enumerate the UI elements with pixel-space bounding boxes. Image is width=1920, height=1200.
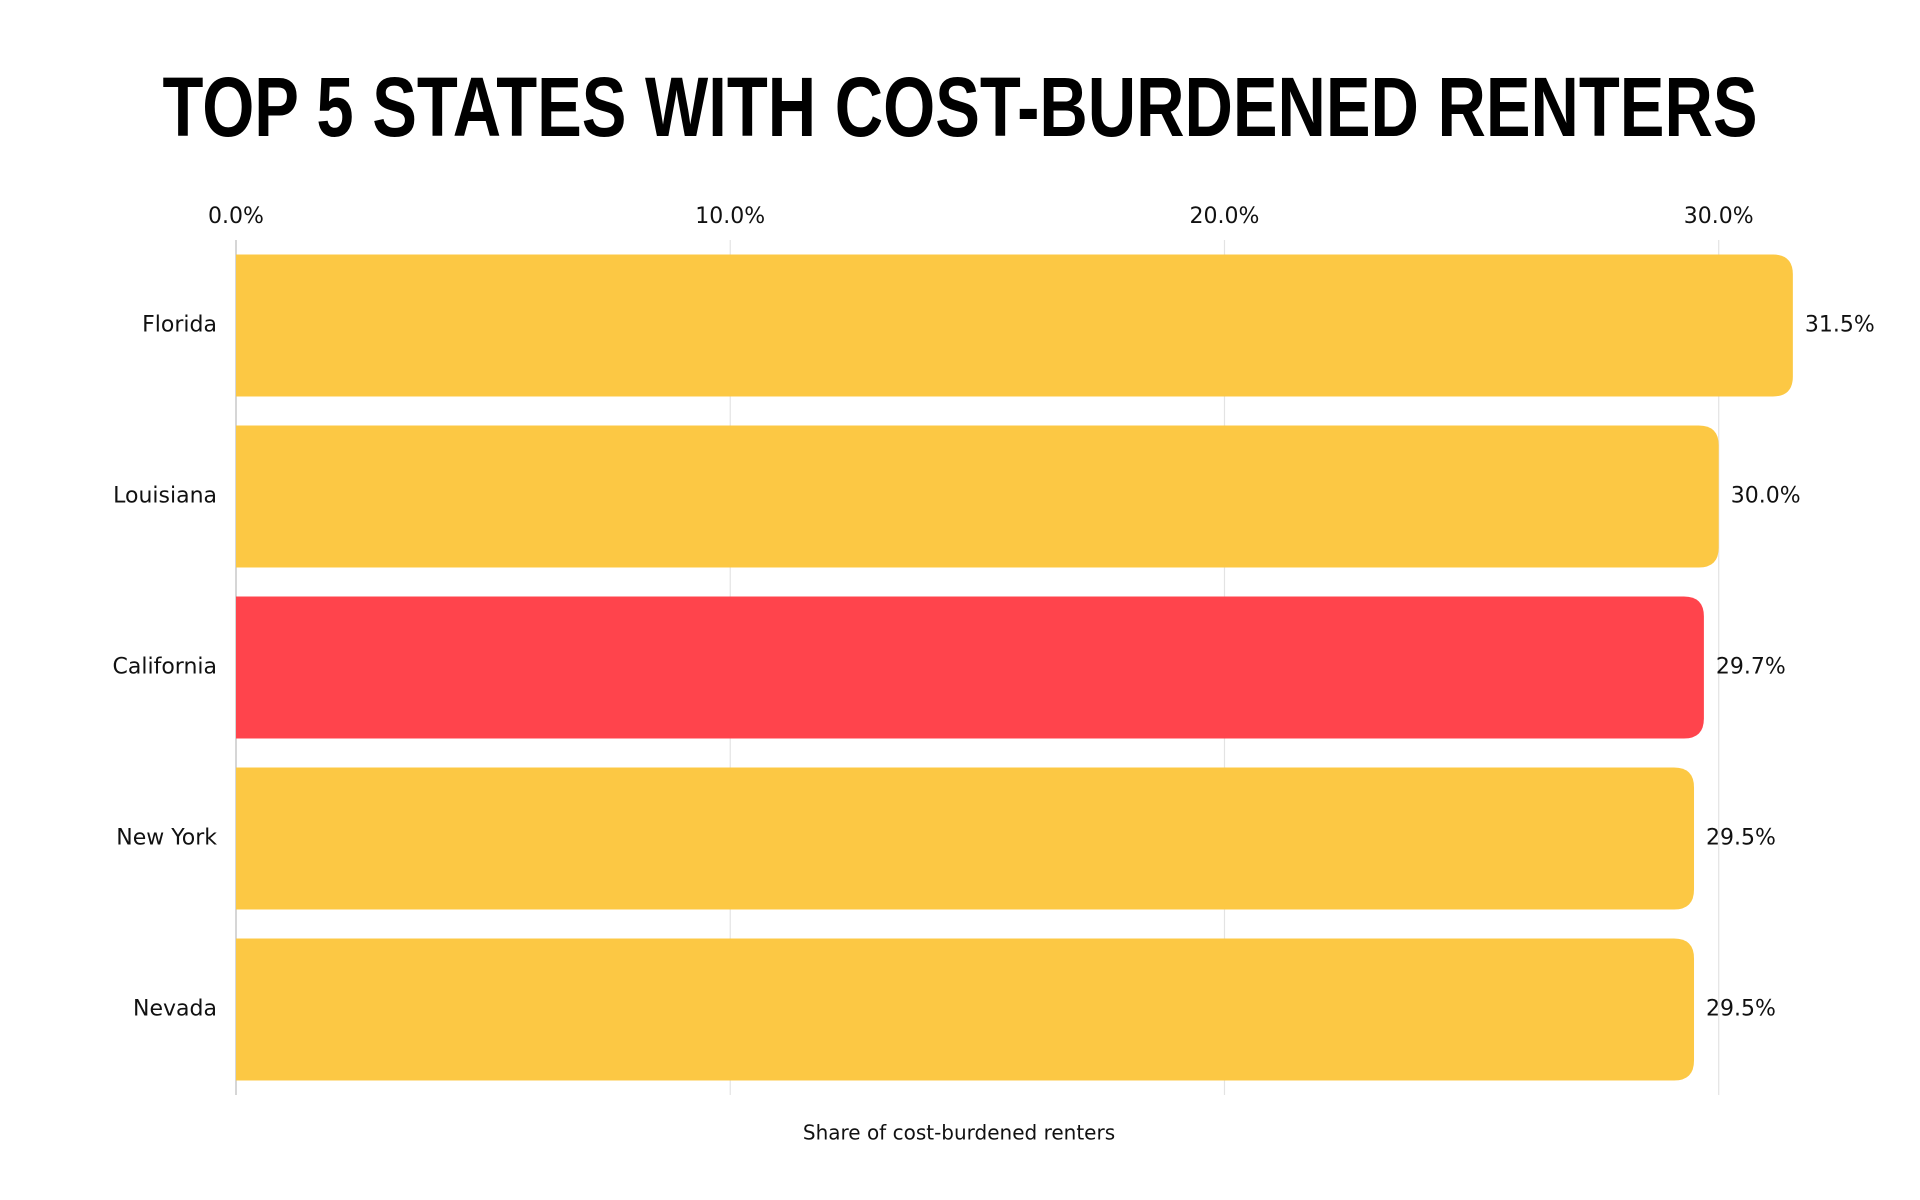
y-tick-label: Louisiana [113, 484, 217, 509]
bar [236, 596, 1704, 739]
data-label: 29.5% [1706, 997, 1776, 1022]
x-tick-label: 10.0% [695, 204, 765, 229]
bar [236, 425, 1719, 568]
data-label: 30.0% [1731, 484, 1801, 509]
bar [236, 938, 1695, 1081]
y-tick-label: New York [116, 826, 217, 851]
data-label: 31.5% [1805, 313, 1875, 338]
x-tick-label: 30.0% [1684, 204, 1754, 229]
x-tick-label: 0.0% [208, 204, 264, 229]
data-label: 29.7% [1716, 655, 1786, 680]
y-tick-label: Nevada [133, 997, 217, 1022]
x-tick-label: 20.0% [1190, 204, 1260, 229]
data-label: 29.5% [1706, 826, 1776, 851]
x-axis-label: Share of cost-burdened renters [803, 1121, 1115, 1145]
chart-title: TOP 5 STATES WITH COST-BURDENED RENTERS [163, 60, 1758, 154]
bar [236, 767, 1695, 910]
bar [236, 254, 1793, 397]
y-tick-label: California [113, 655, 217, 680]
y-tick-label: Florida [142, 313, 217, 338]
